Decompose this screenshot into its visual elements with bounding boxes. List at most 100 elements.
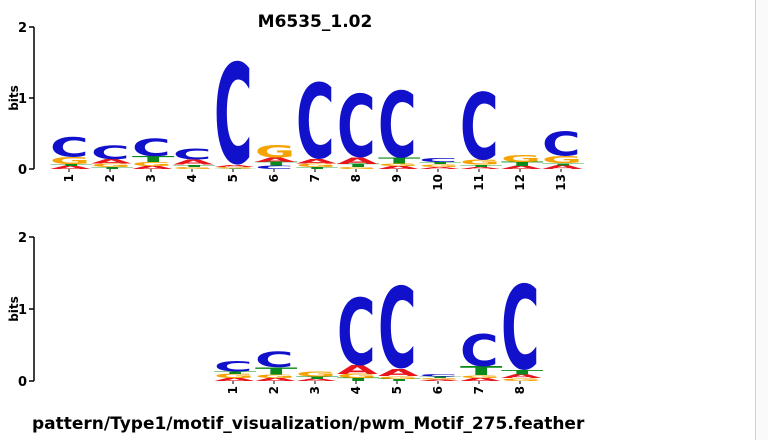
x-tick-label: 7 <box>472 386 486 394</box>
logo-letter-A: A <box>460 166 501 170</box>
logo-letter-T: T <box>460 364 503 378</box>
x-tick-label: 1 <box>226 386 240 394</box>
logo-letter-T: T <box>255 161 297 167</box>
logo-letter-G: G <box>501 153 541 164</box>
logo-letter-C: C <box>378 75 417 179</box>
logo-letter-T: T <box>419 161 461 164</box>
logo-letter-T: T <box>214 371 256 374</box>
logo-letter-A: A <box>255 156 296 163</box>
scrollbar[interactable] <box>755 0 768 440</box>
logo-letter-G: G <box>542 155 582 166</box>
x-tick-label: 6 <box>431 386 445 394</box>
file-path-caption: pattern/Type1/motif_visualization/pwm_Mo… <box>32 414 585 434</box>
logo-letter-T: T <box>296 376 338 379</box>
logo-letter-C: C <box>337 279 376 386</box>
logo-letter-A: A <box>50 165 91 170</box>
logo-letter-C: C <box>91 142 130 164</box>
x-tick-label: 2 <box>103 174 117 182</box>
logo-letter-G: G <box>132 161 172 168</box>
x-tick-label: 10 <box>431 174 445 191</box>
logo-letter-C: C <box>255 348 294 372</box>
y-tick-label: 0 <box>18 375 27 390</box>
x-tick-label: 1 <box>62 174 76 182</box>
y-tick-label: 2 <box>18 21 27 36</box>
y-tick-label: 2 <box>18 231 27 246</box>
logo-letter-T: T <box>132 155 174 164</box>
logo-letter-C: C <box>378 266 417 394</box>
logo-letter-A: A <box>296 158 337 165</box>
logo-letter-A: A <box>214 377 255 382</box>
logo-letter-A: A <box>542 164 583 170</box>
logo-letter-G: G <box>378 375 418 379</box>
logo-letter-G: G <box>337 166 377 169</box>
logo-letter-A: A <box>91 158 132 165</box>
sequence-logo-top: 012bitsATGC1TGAC2AGTC3GTAC4TGAC5CTAG6TGA… <box>7 21 584 196</box>
logo-letter-T: T <box>91 166 133 169</box>
logo-letter-G: G <box>419 378 459 380</box>
logo-letter-C: C <box>214 358 253 375</box>
x-tick-label: 5 <box>390 386 404 394</box>
logo-letter-G: G <box>214 167 254 169</box>
logo-letter-A: A <box>173 158 214 166</box>
logo-letter-C: C <box>255 164 294 170</box>
x-tick-label: 8 <box>349 174 363 182</box>
y-tick-label: 0 <box>18 163 27 178</box>
x-tick-label: 8 <box>513 386 527 394</box>
logo-letter-T: T <box>296 166 338 169</box>
logo-letter-C: C <box>460 326 499 376</box>
logo-letter-G: G <box>296 371 336 379</box>
y-tick-label: 1 <box>18 92 27 107</box>
logo-letter-G: G <box>255 142 295 162</box>
logo-letter-A: A <box>501 165 542 170</box>
logo-letter-G: G <box>214 373 254 380</box>
logo-letter-G: G <box>337 373 377 380</box>
logo-letter-C: C <box>501 263 540 397</box>
logo-letter-A: A <box>337 156 379 166</box>
x-tick-label: 5 <box>226 174 240 182</box>
logo-letter-A: A <box>419 166 460 170</box>
logo-letter-G: G <box>296 163 336 168</box>
logo-letter-T: T <box>337 163 379 168</box>
x-tick-label: 6 <box>267 174 281 182</box>
logo-letter-C: C <box>460 74 499 180</box>
logo-letter-A: A <box>460 377 501 382</box>
logo-letter-A: A <box>378 367 420 379</box>
logo-letter-T: T <box>460 164 502 167</box>
x-tick-label: 3 <box>144 174 158 182</box>
x-tick-label: 4 <box>349 386 363 394</box>
logo-letter-T: T <box>419 376 461 378</box>
logo-letter-A: A <box>378 165 419 170</box>
logo-letter-C: C <box>542 126 581 164</box>
logo-letter-C: C <box>296 64 335 182</box>
logo-letter-G: G <box>501 378 541 382</box>
logo-letter-G: G <box>50 155 90 166</box>
logo-letter-A: A <box>132 165 173 170</box>
logo-letter-C: C <box>132 134 171 162</box>
logo-letter-A: A <box>337 363 378 377</box>
x-tick-label: 12 <box>513 174 527 191</box>
logo-letter-A: A <box>255 377 296 382</box>
logo-letter-C: C <box>419 373 458 378</box>
x-tick-label: 13 <box>554 174 568 191</box>
y-tick-label: 1 <box>18 303 27 318</box>
logo-letter-G: G <box>460 159 500 167</box>
chart-title: M6535_1.02 <box>258 12 373 32</box>
y-axis-label: bits <box>7 296 21 322</box>
x-tick-label: 9 <box>390 174 404 182</box>
logo-letter-T: T <box>501 369 543 376</box>
y-axis-label: bits <box>7 85 21 111</box>
x-tick-label: 4 <box>185 174 199 182</box>
logo-letter-G: G <box>460 375 500 379</box>
logo-letter-G: G <box>173 166 213 169</box>
logo-letter-T: T <box>173 164 215 167</box>
x-tick-label: 2 <box>267 386 281 394</box>
logo-letter-G: G <box>378 163 418 167</box>
logo-letter-T: T <box>255 365 298 377</box>
x-tick-label: 11 <box>472 174 486 191</box>
logo-letter-T: T <box>378 156 420 165</box>
logo-letter-G: G <box>255 374 295 380</box>
logo-letter-C: C <box>337 77 376 177</box>
logo-letter-T: T <box>378 378 420 381</box>
logo-letter-T: T <box>501 161 543 168</box>
